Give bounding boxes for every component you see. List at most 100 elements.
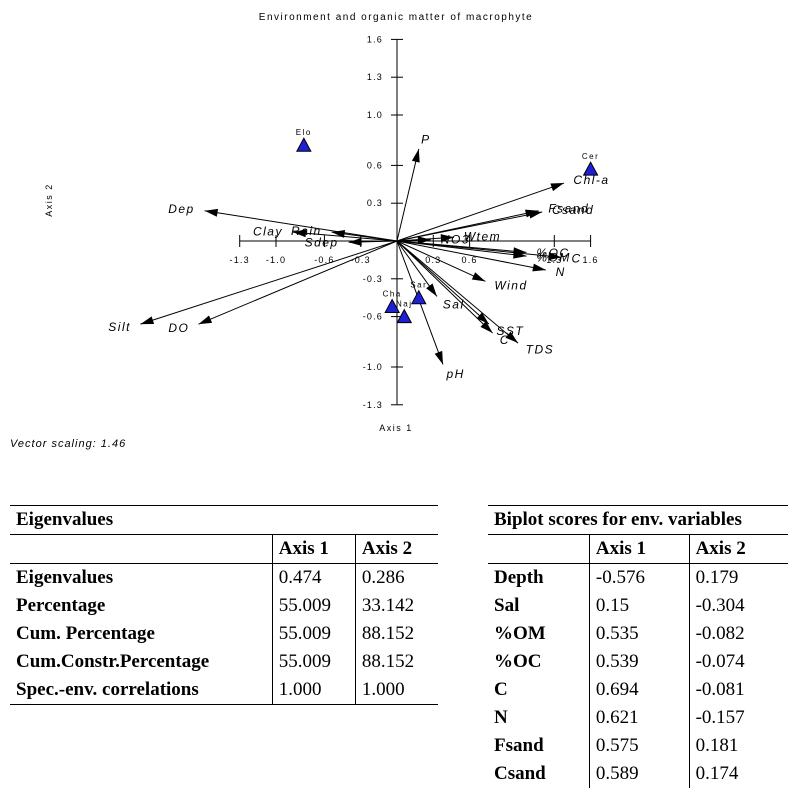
ordination-biplot: Environment and organic matter of macrop… — [44, 12, 609, 433]
env-vector-arrowhead — [426, 283, 437, 297]
env-vector — [396, 240, 562, 258]
chart-title: Environment and organic matter of macrop… — [259, 12, 533, 23]
env-vector — [396, 148, 420, 242]
y-axis-label: Axis 2 — [44, 183, 54, 217]
biplot-axis2-value: 0.181 — [688, 732, 788, 760]
x-tick-label: -0.6 — [314, 255, 334, 265]
env-vector — [396, 210, 539, 242]
species-label: Elo — [296, 128, 312, 137]
env-vector-arrowhead — [411, 149, 420, 163]
eigen-axis2-value: 88.152 — [354, 620, 438, 648]
biplot-axis1-value: 0.15 — [588, 592, 690, 620]
biplot-axis2-value: 0.174 — [688, 760, 788, 788]
eigen-axis1-value: 55.009 — [271, 620, 356, 648]
biplot-row: Fsand 0.575 0.181 — [488, 732, 788, 760]
env-vector-label: C — [572, 251, 582, 265]
y-tick-label: 0.3 — [367, 198, 383, 208]
biplot-axis1-value: 0.621 — [588, 704, 690, 732]
env-vector-arrowhead — [140, 316, 155, 325]
species-marker — [295, 137, 312, 152]
env-vector-arrowhead — [480, 321, 493, 333]
vector-scaling-note: Vector scaling: 1.46 — [10, 438, 127, 450]
env-vector-label: Clay — [253, 224, 283, 238]
env-vector — [396, 240, 519, 344]
eigen-axis1-value: 0.474 — [271, 563, 356, 592]
species-points: Elo Cer Cha Sar Naj — [295, 128, 599, 324]
y-tick-label: -0.3 — [363, 274, 383, 284]
x-tick-label: 1.6 — [583, 255, 599, 265]
env-vector-arrowhead — [532, 263, 546, 272]
env-vector-label: Rain — [291, 224, 322, 238]
biplot-col-axis1: Axis 1 — [588, 534, 690, 564]
x-tick-label: 1.3 — [546, 255, 562, 265]
env-vector-label: pH — [445, 367, 464, 381]
y-tick-label: 1.0 — [367, 110, 383, 120]
eigen-row-label: Eigenvalues — [16, 567, 114, 588]
biplot-axis1-value: 0.694 — [588, 676, 690, 704]
eigen-axis2-value: 0.286 — [354, 563, 438, 592]
env-vector-arrowhead — [198, 315, 213, 325]
species-label: Cha — [383, 290, 402, 299]
biplot-axis1-value: 0.539 — [588, 648, 690, 676]
eigen-axis2-value: 88.152 — [354, 648, 438, 676]
env-vector-label: NO3 — [441, 232, 470, 246]
x-tick-label: 0.6 — [462, 255, 478, 265]
biplot-axis2-value: 0.179 — [688, 563, 788, 592]
env-vector — [204, 210, 398, 242]
biplot-row: Sal 0.15 -0.304 — [488, 592, 788, 620]
env-vector-label: Csand — [552, 203, 594, 217]
y-tick-label: -0.6 — [363, 312, 383, 322]
env-vector — [140, 240, 398, 325]
env-vector-label: Wtem — [464, 230, 501, 244]
eigen-row: Eigenvalues 0.474 0.286 — [10, 563, 438, 592]
env-vector-arrowhead — [548, 252, 562, 261]
env-vector — [198, 240, 398, 325]
env-vector-label: Chl-a — [573, 173, 609, 187]
biplot-row-label: N — [494, 707, 508, 728]
x-tick-label: -1.3 — [230, 255, 250, 265]
eigen-col-axis1: Axis 1 — [271, 534, 356, 564]
env-vector-arrowhead — [550, 183, 564, 192]
biplot-row-label: Sal — [494, 595, 520, 616]
species-label: Naj — [396, 300, 413, 309]
env-vector — [396, 240, 486, 282]
axes: -1.3 -1.0 -0.6 -0.3 0.3 0.6 1.3 1.6 1.6 1.3 1.0 0.6… — [230, 34, 599, 410]
biplot-row-label: C — [494, 679, 508, 700]
species-label: Sar — [410, 281, 427, 290]
eigenvalues-table: Eigenvalues Axis 1 Axis 2 Eigenvalues 0.4… — [10, 505, 438, 705]
env-vector-arrowhead — [505, 331, 518, 344]
env-vector-arrowhead — [292, 229, 307, 238]
biplot-row-label: Fsand — [494, 735, 544, 756]
biplot-axis2-value: -0.081 — [688, 676, 788, 704]
biplot-axis2-value: -0.082 — [688, 620, 788, 648]
env-vector-label: Sdep — [305, 236, 339, 250]
biplot-row-label: Csand — [494, 763, 546, 784]
biplot-row-label: %OC — [494, 651, 542, 672]
biplot-row: Csand 0.589 0.174 — [488, 760, 788, 788]
biplot-scores-table: Biplot scores for env. variables Axis 1 … — [488, 505, 788, 788]
eigen-row: Spec.-env. correlations 1.000 1.000 — [10, 676, 438, 705]
x-tick-label: -0.3 — [351, 255, 371, 265]
x-tick-label: 0.3 — [425, 255, 441, 265]
y-tick-label: -1.3 — [363, 400, 383, 410]
species-marker — [582, 161, 599, 176]
x-tick-label: -1.0 — [266, 255, 286, 265]
y-tick-label: 1.6 — [367, 34, 383, 44]
env-vector-label: TDS — [526, 343, 555, 357]
eigen-axis1-value: 55.009 — [271, 592, 356, 620]
eigen-col-axis2: Axis 2 — [354, 534, 438, 564]
eigen-axis1-value: 1.000 — [271, 676, 356, 705]
env-vector-arrowhead — [525, 209, 539, 218]
y-tick-label: 1.3 — [367, 72, 383, 82]
biplot-row: %OC 0.539 -0.074 — [488, 648, 788, 676]
eigen-table-title: Eigenvalues — [10, 505, 438, 535]
env-vector — [396, 182, 565, 242]
eigen-axis1-value: 55.009 — [271, 648, 356, 676]
y-tick-label: 0.6 — [367, 160, 383, 170]
biplot-axis1-value: 0.535 — [588, 620, 690, 648]
env-vector-arrowhead — [348, 237, 362, 246]
biplot-row: Depth -0.576 0.179 — [488, 563, 788, 592]
biplot-axis2-value: -0.074 — [688, 648, 788, 676]
eigen-row: Cum. Percentage 55.009 88.152 — [10, 620, 438, 648]
eigen-row-label: Cum. Percentage — [16, 623, 155, 644]
